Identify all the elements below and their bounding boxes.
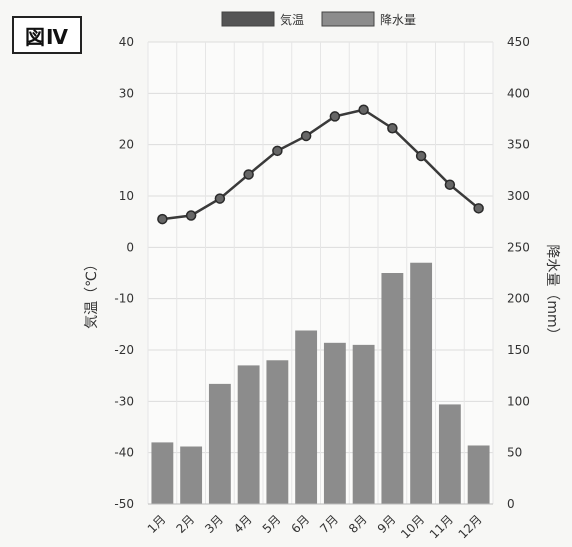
legend-label-precipitation: 降水量 [380, 13, 416, 27]
temperature-point-4 [243, 169, 254, 180]
y-left-tick-label: 30 [119, 86, 134, 100]
precipitation-bar-4 [237, 365, 260, 504]
y-left-tick-label: -20 [114, 343, 134, 357]
y-left-tick-label: 40 [119, 35, 134, 49]
y-right-tick-label: 200 [507, 292, 530, 306]
legend: 気温 降水量 [221, 11, 416, 27]
x-tick-label: 6月 [288, 512, 312, 536]
precipitation-bar-11 [438, 404, 461, 504]
y-left-tick-label: 0 [126, 240, 134, 254]
precipitation-bar-2 [180, 446, 203, 504]
x-tick-label: 3月 [202, 512, 226, 536]
y-left-tick-label: -30 [114, 394, 134, 408]
precipitation-bar-8 [352, 344, 375, 504]
y-left-tick-label: -10 [114, 292, 134, 306]
temperature-point-10 [415, 150, 427, 162]
precipitation-bars [151, 262, 490, 504]
y-right-tick-label: 300 [507, 189, 530, 203]
y-right-tick-label: 0 [507, 497, 515, 511]
temperature-point-7 [329, 111, 341, 122]
legend-label-temperature: 気温 [280, 12, 304, 27]
y-left-tick-label: -50 [114, 497, 134, 511]
x-tick-label: 1月 [145, 512, 169, 536]
precipitation-bar-5 [266, 360, 289, 504]
x-tick-label: 12月 [456, 512, 485, 541]
legend-swatch-precipitation [321, 11, 375, 27]
precipitation-bar-10 [410, 262, 433, 504]
precipitation-bar-3 [208, 383, 231, 504]
legend-swatch-temperature [221, 11, 275, 27]
x-tick-label: 2月 [173, 512, 197, 536]
precipitation-bar-9 [381, 273, 404, 504]
grid-lines [147, 41, 494, 505]
x-tick-label: 11月 [427, 512, 456, 541]
temperature-point-9 [387, 122, 398, 134]
temperature-line [157, 104, 484, 225]
temperature-point-3 [214, 193, 226, 204]
precipitation-bar-7 [323, 342, 346, 504]
precipitation-bar-6 [295, 330, 318, 504]
x-tick-label: 7月 [317, 512, 341, 536]
y-left-axis-title: 気温（℃） [84, 257, 100, 329]
y-right-tick-label: 350 [507, 138, 530, 152]
y-right-tick-label: 450 [507, 35, 530, 49]
temperature-point-8 [358, 104, 369, 116]
temperature-point-11 [444, 179, 456, 190]
temperature-point-12 [473, 203, 484, 214]
x-tick-label: 8月 [346, 512, 370, 536]
precipitation-bar-12 [467, 445, 490, 504]
temperature-point-6 [300, 130, 312, 142]
y-right-tick-label: 100 [507, 394, 530, 408]
temperature-line-path [162, 108, 480, 221]
y-left-tick-label: 10 [119, 189, 134, 203]
x-tick-label: 4月 [231, 512, 255, 536]
x-tick-label: 10月 [398, 512, 427, 541]
y-right-tick-label: 50 [507, 446, 522, 460]
y-left-tick-label: -40 [114, 446, 134, 460]
figure-label: 図Ⅳ [12, 16, 82, 54]
temperature-point-1 [157, 213, 168, 225]
y-right-tick-label: 400 [507, 86, 530, 100]
y-right-tick-label: 250 [507, 240, 530, 254]
x-tick-label: 5月 [260, 512, 284, 536]
precipitation-bar-1 [151, 442, 174, 504]
x-tick-label: 9月 [375, 512, 399, 536]
temperature-point-2 [185, 210, 197, 221]
y-right-axis-title: 降水量（mm） [544, 244, 560, 341]
temperature-point-5 [272, 145, 283, 157]
y-left-tick-label: 20 [119, 138, 134, 152]
y-right-tick-label: 150 [507, 343, 530, 357]
